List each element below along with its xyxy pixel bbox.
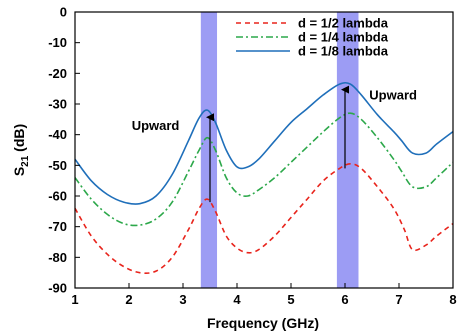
highlight-band-1	[200, 12, 218, 288]
y-tick-label: -70	[48, 219, 67, 234]
x-tick-label: 7	[395, 292, 402, 307]
y-axis-title-unit: (dB)	[11, 124, 27, 156]
y-axis-title: S21 (dB)	[11, 124, 31, 176]
highlight-bands	[200, 12, 359, 288]
x-tick-label: 1	[71, 292, 78, 307]
series-line-1	[74, 162, 454, 274]
y-tick-label: -90	[48, 281, 67, 296]
highlight-band-2	[336, 12, 359, 288]
x-tick-label: 6	[341, 292, 348, 307]
plot-frame	[74, 11, 454, 289]
y-tick-label: -40	[48, 127, 67, 142]
series-line-2	[74, 112, 454, 227]
legend-label-1: d = 1/2 lambda	[298, 16, 389, 31]
x-tick-label: 3	[179, 292, 186, 307]
y-tick-label: -60	[48, 189, 67, 204]
axis-ticks	[74, 11, 454, 289]
y-tick-label: -20	[48, 66, 67, 81]
y-axis-title-subscript: 21	[20, 155, 31, 167]
x-axis-title: Frequency (GHz)	[207, 315, 319, 331]
legend-label-2: d = 1/4 lambda	[298, 30, 389, 45]
upward-arrows	[206, 85, 349, 203]
series-line-3	[74, 81, 454, 205]
legend-label-3: d = 1/8 lambda	[298, 44, 389, 59]
x-tick-label: 5	[287, 292, 294, 307]
upward-annotation-1: Upward	[132, 118, 180, 133]
y-tick-label: -30	[48, 97, 67, 112]
y-tick-label: 0	[60, 5, 67, 20]
x-tick-labels: 1 2 3 4 5 6 7 8	[71, 292, 456, 307]
y-axis-title-main: S	[11, 167, 27, 176]
annotations: Upward Upward	[132, 87, 417, 133]
upward-annotation-2: Upward	[369, 87, 417, 102]
y-tick-label: -50	[48, 158, 67, 173]
x-tick-label: 4	[233, 292, 241, 307]
x-tick-label: 2	[125, 292, 132, 307]
x-tick-label: 8	[449, 292, 456, 307]
y-tick-label: -80	[48, 250, 67, 265]
series-lines	[74, 81, 454, 274]
y-tick-label: -10	[48, 35, 67, 50]
y-tick-labels: 0 -10 -20 -30 -40 -50 -60 -70 -80 -90	[48, 5, 67, 296]
